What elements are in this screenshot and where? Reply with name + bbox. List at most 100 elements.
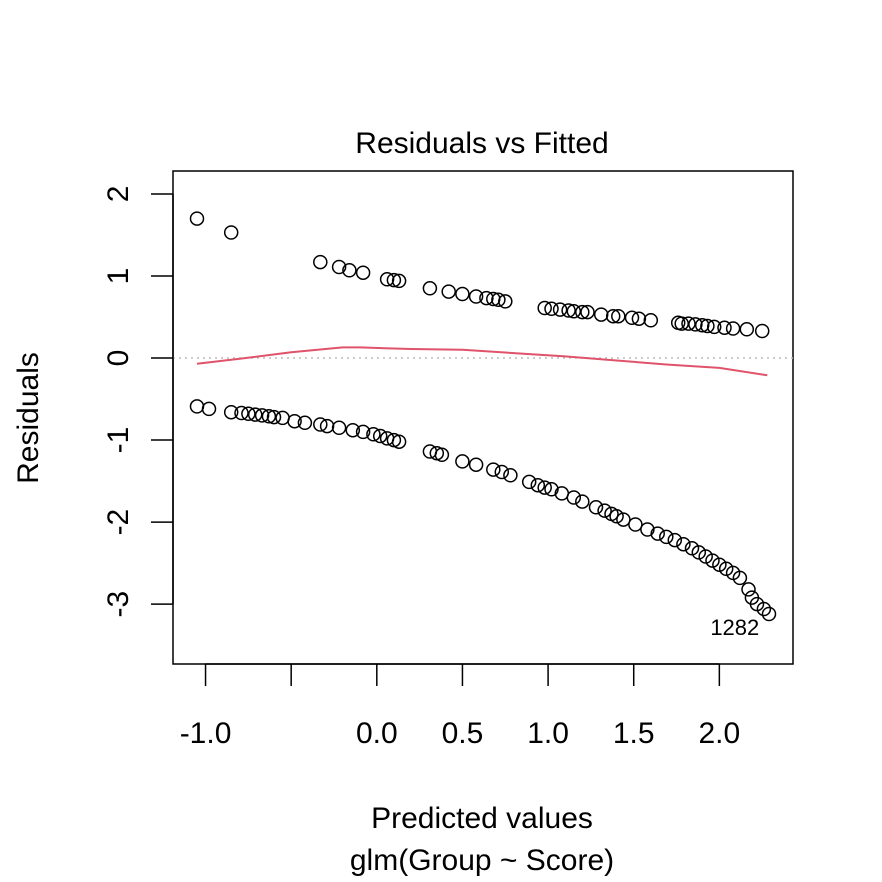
data-point: [313, 254, 328, 270]
data-point: [609, 509, 624, 524]
data-point: [261, 409, 277, 424]
data-point: [705, 553, 720, 568]
data-point: [379, 272, 395, 287]
data-point: [355, 265, 371, 280]
data-point: [659, 529, 674, 545]
residual-points: [189, 211, 777, 622]
data-point: [650, 526, 665, 541]
plot-frame: [172, 170, 794, 665]
data-point: [688, 317, 703, 332]
data-point: [561, 303, 576, 318]
data-point: [391, 273, 407, 289]
data-point: [530, 477, 546, 493]
data-point: [201, 401, 217, 417]
data-point: [319, 418, 335, 434]
y-tick-label: 0: [102, 350, 135, 367]
data-point: [223, 404, 239, 420]
y-tick-label: 1: [102, 268, 135, 285]
data-point: [544, 301, 559, 317]
data-point: [616, 512, 631, 527]
data-point: [706, 319, 722, 335]
x-tick-label: 1.0: [527, 717, 569, 750]
data-point: [717, 320, 732, 335]
data-point: [494, 464, 510, 480]
data-point: [345, 422, 361, 438]
data-point: [624, 310, 640, 326]
smooth-trend-line: [196, 346, 768, 377]
data-point: [691, 545, 707, 560]
data-point: [223, 225, 239, 240]
data-point: [372, 428, 388, 444]
x-axis: -1.0 0.0 0.5 1.0 1.5 2.0: [180, 663, 740, 750]
data-point: [754, 323, 770, 339]
data-point: [297, 415, 313, 431]
data-point: [631, 311, 647, 326]
x-tick-label: 0.5: [442, 717, 484, 750]
data-point: [667, 532, 683, 548]
data-point: [761, 606, 777, 622]
data-point: [455, 286, 470, 302]
data-point: [434, 447, 450, 463]
data-point: [391, 434, 407, 449]
data-point: [355, 424, 371, 440]
data-point: [331, 259, 347, 275]
chart-subtitle: glm(Group ~ Score): [350, 844, 614, 877]
data-point: [313, 417, 328, 432]
data-point: [643, 313, 659, 328]
data-point: [491, 292, 506, 308]
data-point: [342, 263, 357, 278]
data-point: [479, 290, 494, 306]
x-tick-label: 1.5: [613, 717, 655, 750]
data-point: [605, 308, 621, 324]
data-point: [544, 482, 559, 497]
data-point: [521, 474, 537, 490]
x-tick-label: 0.0: [356, 717, 398, 750]
data-point: [234, 405, 249, 421]
data-point: [254, 408, 270, 423]
y-tick-label: -3: [102, 591, 135, 618]
data-point: [756, 601, 772, 617]
data-point: [575, 494, 590, 509]
data-point: [676, 536, 691, 552]
point-annotation-label: 1282: [710, 615, 759, 640]
data-point: [486, 462, 501, 477]
data-point: [287, 413, 302, 429]
chart-title: Residuals vs Fitted: [355, 127, 608, 160]
data-point: [593, 307, 609, 322]
data-point: [732, 570, 748, 586]
data-point: [552, 302, 568, 317]
point-annotations: 1282: [710, 615, 759, 640]
data-point: [566, 490, 582, 505]
data-point: [537, 480, 552, 495]
data-point: [422, 281, 438, 296]
data-point: [503, 468, 518, 483]
x-tick-label: -1.0: [180, 717, 232, 750]
data-point: [597, 503, 612, 518]
data-point: [739, 322, 755, 337]
data-point: [331, 420, 347, 436]
data-point: [588, 500, 604, 515]
data-point: [189, 211, 205, 226]
y-tick-label: -1: [102, 427, 135, 454]
y-axis: 2 1 0 -1 -2 -3: [102, 186, 174, 618]
y-axis-label: Residuals: [12, 352, 45, 484]
data-point: [700, 318, 715, 334]
y-tick-label: -2: [102, 509, 135, 536]
data-point: [247, 407, 263, 422]
data-point: [580, 304, 595, 320]
data-point: [640, 522, 655, 537]
data-point: [386, 272, 402, 288]
data-point: [275, 410, 290, 426]
x-axis-label: Predicted values: [371, 802, 593, 835]
data-point: [628, 517, 643, 532]
data-point: [189, 399, 205, 414]
data-point: [718, 561, 734, 577]
data-point: [468, 289, 484, 304]
y-tick-label: 2: [102, 186, 135, 203]
data-point: [266, 409, 282, 425]
data-point: [366, 427, 381, 442]
data-point: [681, 316, 696, 331]
data-point: [537, 300, 552, 316]
x-tick-label: 2.0: [698, 717, 740, 750]
